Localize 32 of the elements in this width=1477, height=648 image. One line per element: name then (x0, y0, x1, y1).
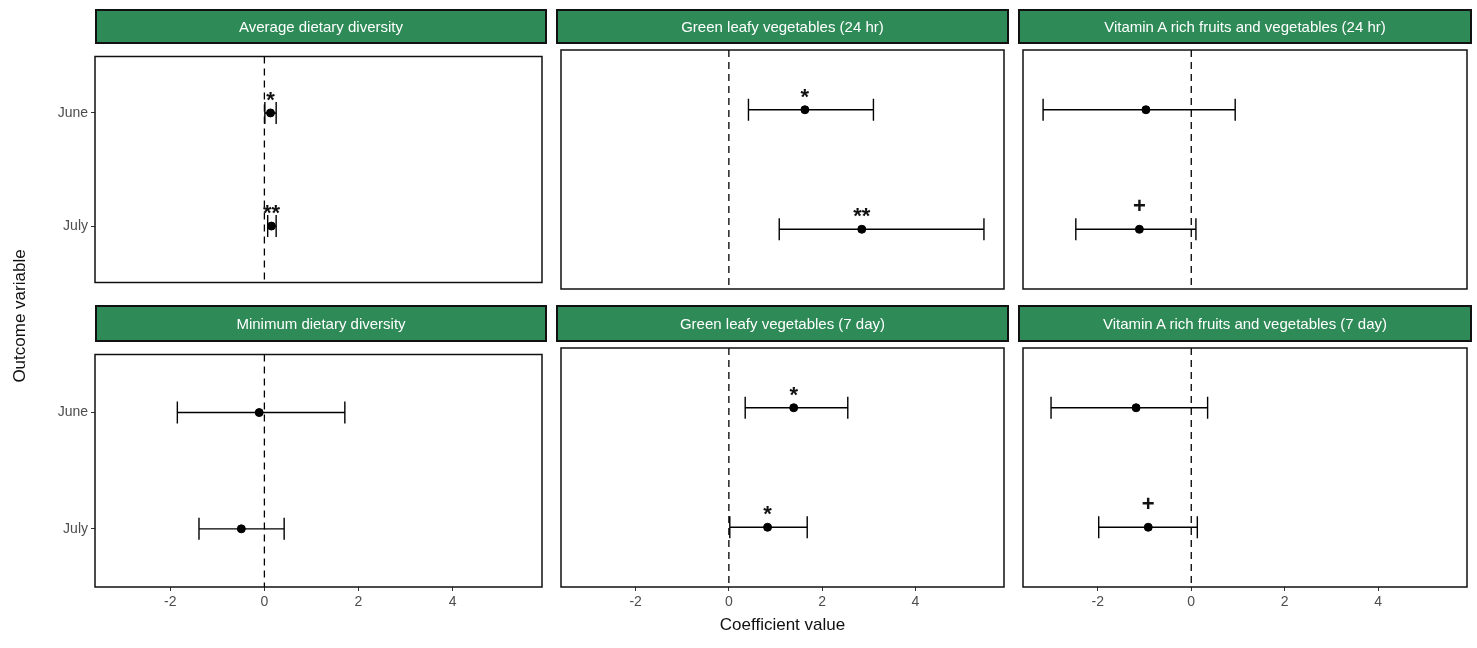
x-tick-label: -2 (164, 593, 177, 610)
y-tick-label: July (63, 519, 88, 536)
annotation: * (800, 83, 810, 109)
x-tick-label: -2 (629, 593, 643, 610)
x-tick-label: 4 (1374, 593, 1383, 610)
x-tick-label: 2 (354, 593, 363, 610)
x-tick-label: 0 (260, 593, 269, 610)
y-axis-title: Outcome variable (10, 249, 30, 383)
x-tick-label: 0 (1187, 593, 1196, 610)
x-tick-label: 0 (724, 593, 733, 610)
chart-title: Vitamin A rich fruits and vegetables (7 day) (1018, 305, 1472, 342)
annotation: + (1141, 491, 1155, 517)
y-tick-label: July (63, 216, 88, 233)
chart-title: Green leafy vegetables (24 hr) (556, 9, 1009, 44)
x-tick-label: 2 (1280, 593, 1289, 610)
x-tick-label: 2 (818, 593, 827, 610)
annotation: ** (262, 200, 281, 226)
chart-title: Minimum dietary diversity (95, 305, 547, 342)
annotation: * (763, 501, 773, 527)
chart-title: Vitamin A rich fruits and vegetables (24 hr) (1018, 9, 1472, 44)
chart-title: Average dietary diversity (95, 9, 547, 44)
x-tick-label: 4 (911, 593, 920, 610)
annotation: + (1132, 193, 1146, 219)
chart-title: Green leafy vegetables (7 day) (556, 305, 1009, 342)
annotation: * (789, 381, 799, 407)
y-tick-label: June (57, 103, 89, 120)
y-tick-label: June (57, 403, 89, 420)
annotation: ** (853, 203, 871, 229)
x-tick-label: 4 (448, 593, 457, 610)
annotation: * (266, 86, 276, 112)
x-tick-label: -2 (1091, 593, 1105, 610)
x-axis-title: Coefficient value (719, 615, 846, 635)
